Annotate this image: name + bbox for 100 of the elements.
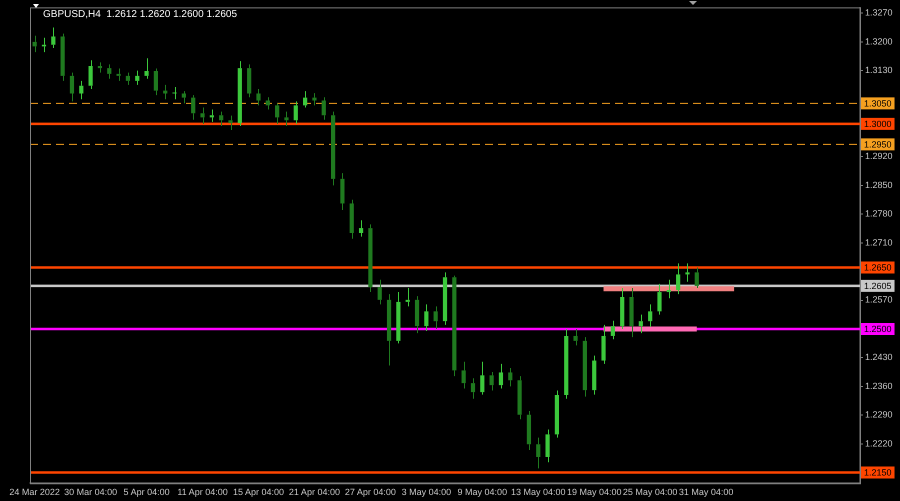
y-tick-label: 1.3130	[865, 65, 893, 76]
candlestick	[406, 287, 410, 307]
x-tick-label: 9 May 04:00	[458, 487, 508, 498]
candlestick	[154, 68, 158, 96]
x-tick-label: 11 Apr 04:00	[177, 487, 228, 498]
y-tick-label: 1.2850	[865, 180, 893, 190]
candlestick	[564, 328, 568, 400]
ref-line-label: 1.2650	[864, 262, 892, 272]
chart-title: GBPUSD,H4 1.2612 1.2620 1.2600 1.2605	[43, 9, 238, 20]
candlestick	[414, 296, 420, 334]
candlestick	[396, 292, 400, 344]
candlestick	[462, 361, 466, 389]
candlestick	[163, 84, 168, 100]
candlestick	[573, 328, 578, 346]
candlestick	[508, 367, 512, 387]
candlestick	[200, 106, 205, 124]
candlestick	[79, 80, 84, 100]
candlestick	[601, 324, 606, 364]
candlestick	[536, 437, 540, 469]
candlestick	[126, 72, 130, 86]
ref-line-label: 1.2950	[864, 139, 892, 150]
candlestick	[247, 64, 252, 98]
y-tick-label: 1.2430	[865, 352, 893, 362]
candlestick	[32, 35, 37, 53]
candlestick	[452, 275, 456, 377]
candlestick	[294, 100, 298, 124]
x-tick-label: 5 Apr 04:00	[124, 487, 170, 498]
candlestick	[498, 363, 504, 389]
x-tick-label: 19 May 04:00	[566, 487, 622, 498]
candlestick	[378, 279, 382, 305]
candlestick	[386, 294, 392, 366]
y-tick-label: 1.2570	[865, 294, 893, 305]
y-tick-label: 1.3200	[865, 36, 893, 46]
candlestick	[51, 27, 56, 49]
candlestick	[330, 111, 336, 186]
candlestick	[275, 102, 280, 124]
candlestick	[350, 199, 354, 240]
ref-line-label: 1.2605	[864, 280, 892, 291]
candlestick	[135, 70, 140, 86]
x-tick-label: 27 Apr 04:00	[344, 487, 396, 498]
candlestick	[442, 272, 448, 326]
candlestick	[312, 92, 317, 106]
candlestick	[144, 58, 149, 80]
candlestick	[266, 96, 270, 110]
candlestick	[480, 361, 484, 396]
candlestick	[358, 220, 364, 238]
ref-line-label: 1.3050	[864, 98, 892, 108]
y-tick-label: 1.2710	[865, 237, 893, 248]
candlestick	[694, 266, 699, 288]
y-tick-label: 1.2290	[865, 410, 893, 420]
candlestick	[518, 376, 522, 420]
candlestick	[60, 33, 65, 82]
y-tick-label: 1.2360	[865, 380, 893, 391]
x-tick-label: 30 Mar 04:00	[64, 487, 118, 498]
candlestick	[592, 355, 596, 396]
candlestick	[554, 390, 560, 438]
candlestick	[638, 314, 643, 334]
y-tick-label: 1.2780	[865, 208, 893, 219]
candlestick	[368, 224, 372, 293]
candlestick	[70, 72, 74, 102]
x-tick-label: 13 May 04:00	[510, 487, 566, 498]
candlestick	[470, 378, 476, 400]
candlestick	[676, 262, 680, 295]
x-tick-label: 3 May 04:00	[402, 487, 452, 498]
ref-line-label: 1.2150	[864, 468, 892, 478]
candlestick	[256, 88, 261, 106]
candlestick	[648, 304, 652, 328]
candlestick	[424, 304, 428, 332]
candlestick	[666, 279, 671, 299]
ref-line-label: 1.3000	[864, 118, 892, 129]
ref-line-label: 1.2500	[864, 324, 892, 334]
candlestick	[545, 428, 550, 463]
y-tick-label: 1.3270	[865, 8, 893, 18]
y-tick-label: 1.2220	[865, 438, 893, 448]
candlestick	[629, 287, 634, 338]
candlestick	[210, 109, 214, 122]
x-tick-label: 31 May 04:00	[678, 487, 734, 498]
candlestick	[98, 62, 102, 74]
candlestick	[116, 68, 121, 82]
candlestick	[526, 410, 532, 450]
x-tick-label: 24 Mar 2022	[9, 487, 60, 498]
candlestick	[685, 262, 690, 282]
candlestick	[303, 90, 308, 108]
x-tick-label: 15 Apr 04:00	[232, 487, 284, 498]
candlestick	[322, 96, 326, 120]
candlestick	[610, 320, 615, 340]
candlestick	[182, 90, 186, 104]
candlestick	[434, 306, 438, 330]
candlestick	[490, 372, 494, 391]
candlestick	[228, 115, 233, 131]
candlestick	[657, 283, 662, 316]
candlestick	[582, 336, 587, 398]
candlestick	[191, 94, 196, 120]
x-tick-label: 21 Apr 04:00	[288, 487, 340, 498]
candlestick	[620, 287, 624, 330]
x-tick-label: 25 May 04:00	[622, 487, 678, 498]
candlestick	[238, 60, 242, 126]
candlestick	[340, 172, 345, 211]
candlestick	[88, 60, 93, 90]
candlestick	[107, 64, 112, 80]
